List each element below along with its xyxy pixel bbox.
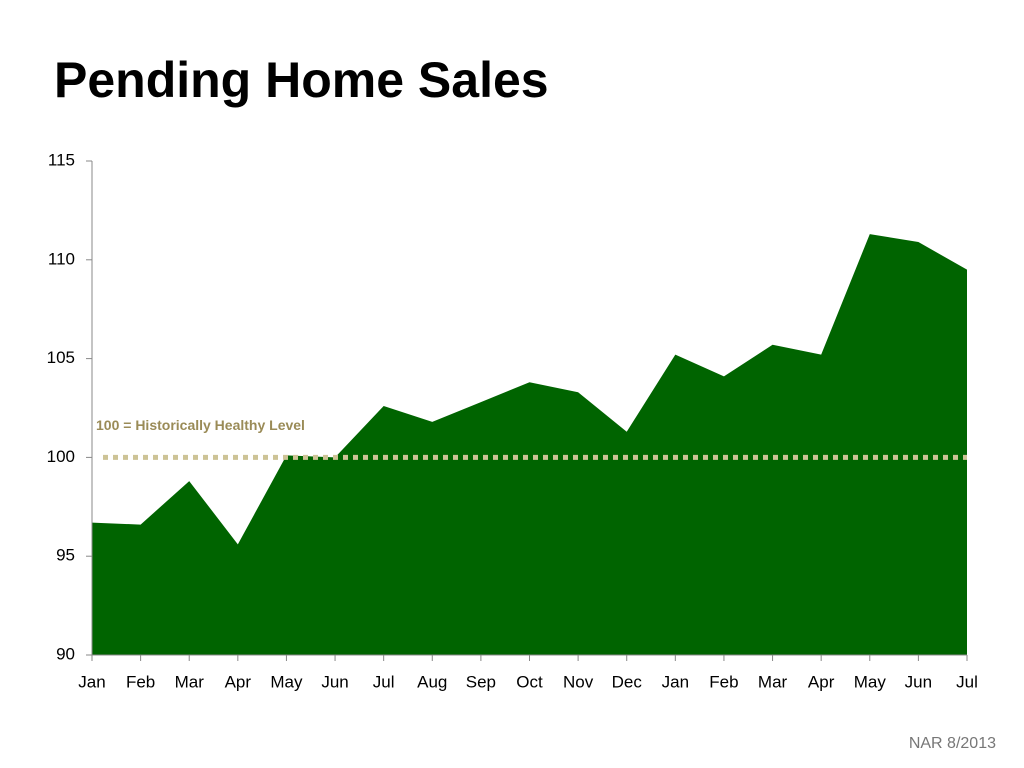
x-tick-label: Jul [373, 672, 395, 691]
x-tick-label: Jun [321, 672, 348, 691]
y-tick-label: 95 [56, 546, 75, 565]
chart-title: Pending Home Sales [54, 52, 549, 108]
y-tick-label: 100 [47, 447, 75, 466]
source-note: NAR 8/2013 [909, 735, 996, 752]
x-tick-label: Mar [175, 672, 205, 691]
x-tick-label: Apr [225, 672, 252, 691]
x-tick-label: Mar [758, 672, 788, 691]
x-tick-label: May [270, 672, 303, 691]
x-tick-label: Jul [956, 672, 978, 691]
x-tick-label: Sep [466, 672, 496, 691]
x-tick-label: Jan [662, 672, 689, 691]
y-tick-label: 110 [48, 249, 75, 268]
x-tick-label: Nov [563, 672, 594, 691]
y-tick-label: 90 [56, 644, 75, 663]
x-tick-label: Oct [516, 672, 543, 691]
x-tick-label: Dec [612, 672, 643, 691]
x-tick-label: Aug [417, 672, 447, 691]
area [92, 234, 967, 655]
x-tick-label: Jun [905, 672, 932, 691]
x-tick-label: Apr [808, 672, 835, 691]
x-tick-label: May [854, 672, 887, 691]
y-tick-label: 105 [47, 348, 75, 367]
x-tick-label: Jan [78, 672, 105, 691]
x-tick-label: Feb [709, 672, 738, 691]
x-tick-label: Feb [126, 672, 155, 691]
y-tick-label: 115 [48, 150, 75, 169]
reference-label: 100 = Historically Healthy Level [96, 417, 305, 433]
